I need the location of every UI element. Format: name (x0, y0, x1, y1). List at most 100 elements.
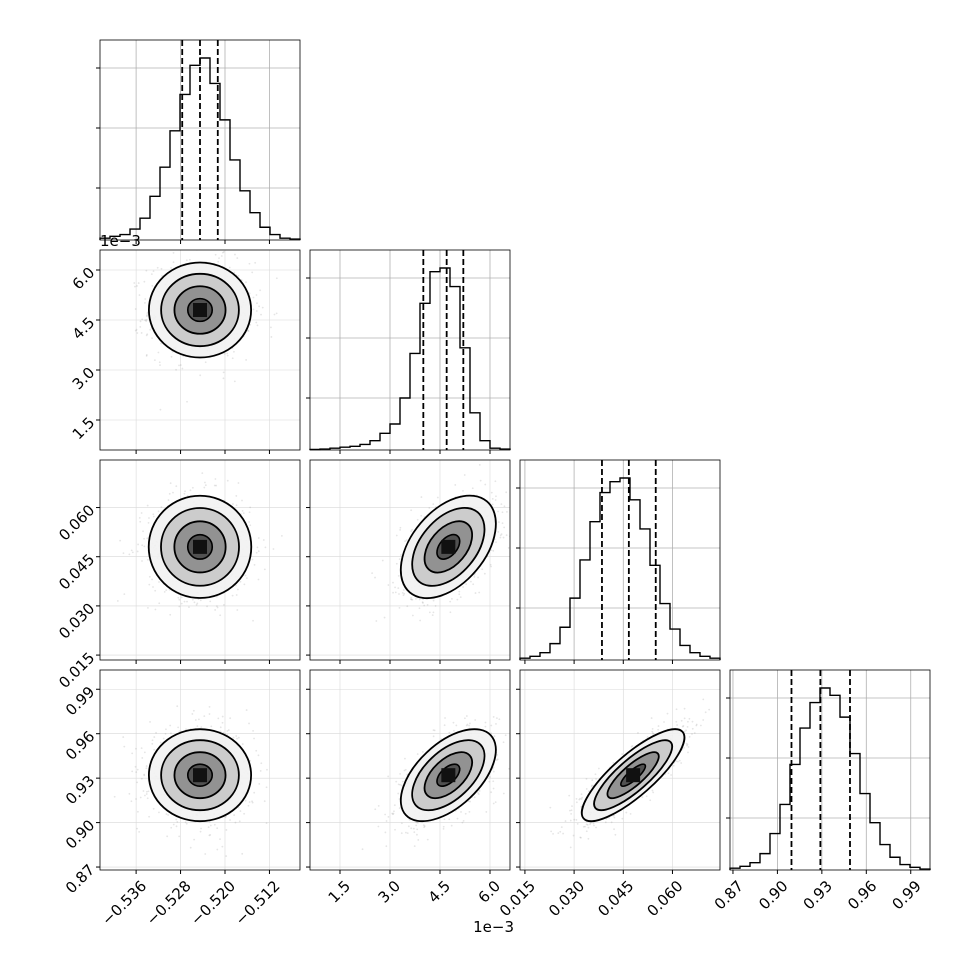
scatter-point (210, 725, 213, 728)
scatter-point (143, 751, 146, 754)
scatter-point (507, 547, 510, 549)
scatter-point (403, 592, 406, 595)
scatter-point (391, 812, 394, 815)
scatter-point (165, 589, 168, 592)
scatter-point (203, 715, 206, 718)
scatter-point (188, 258, 191, 261)
scatter-point (247, 330, 250, 333)
scatter-point (398, 807, 401, 810)
scatter-point (172, 491, 174, 494)
scatter-point (493, 735, 496, 738)
scatter-point (134, 285, 136, 288)
scatter-point (657, 725, 660, 727)
scatter-point (209, 824, 212, 827)
scatter-point (374, 576, 376, 579)
scatter-point (141, 560, 143, 562)
scatter-point (235, 594, 238, 596)
scatter-point (442, 827, 445, 830)
scatter-point (170, 732, 172, 735)
scatter-point (139, 520, 142, 523)
scatter-point (434, 605, 437, 607)
scatter-point (257, 578, 260, 581)
scatter-point (410, 598, 413, 601)
scatter-point (213, 823, 216, 826)
scatter-point (137, 282, 140, 284)
scatter-point (145, 315, 148, 318)
scatter-point (188, 606, 190, 609)
scatter-point (170, 266, 172, 269)
scatter-point (422, 824, 425, 827)
scatter-point (415, 597, 417, 600)
scatter-point (651, 727, 654, 730)
scatter-point (405, 539, 408, 541)
scatter-point (505, 534, 508, 537)
scatter-point (200, 726, 203, 729)
scatter-point (474, 592, 477, 594)
scatter-point (145, 767, 148, 770)
scatter-point (253, 791, 256, 794)
scatter-point (149, 328, 152, 331)
scatter-point (503, 526, 506, 529)
scatter-point (209, 834, 212, 836)
scatter-point (392, 581, 394, 584)
scatter-point (650, 717, 653, 719)
scatter-point (145, 790, 148, 793)
scatter-point (255, 294, 258, 296)
scatter-point (518, 726, 520, 728)
scatter-point (245, 359, 248, 361)
scatter-point (170, 826, 173, 829)
scatter-point (500, 503, 503, 506)
scatter-point (144, 794, 146, 797)
scatter-point (140, 747, 143, 750)
scatter-point (478, 591, 481, 594)
scatter-point (393, 810, 395, 813)
scatter-point (134, 329, 137, 332)
scatter-point (152, 513, 155, 516)
scatter-point (416, 828, 419, 831)
scatter-point (443, 818, 446, 821)
scatter-point (687, 720, 689, 723)
scatter-point (280, 534, 283, 537)
scatter-point (410, 827, 413, 830)
scatter-point (231, 357, 234, 360)
scatter-point (402, 589, 405, 591)
scatter-point (495, 717, 498, 720)
scatter-point (459, 596, 462, 599)
scatter-point (416, 833, 418, 836)
scatter-point (436, 496, 439, 499)
scatter-point (415, 821, 418, 824)
scatter-point (259, 770, 262, 772)
scatter-point (244, 799, 247, 802)
scatter-point (251, 800, 253, 803)
scatter-point (130, 800, 133, 803)
scatter-point (400, 832, 403, 835)
scatter-point (613, 816, 616, 819)
scatter-point (580, 836, 582, 839)
scatter-point (143, 545, 146, 548)
scatter-panel-3-1 (306, 669, 520, 874)
scatter-point (204, 481, 206, 484)
scatter-point (686, 744, 688, 747)
panel-content (310, 460, 515, 660)
scatter-point (411, 528, 414, 531)
scatter-point (449, 611, 452, 614)
scatter-point (164, 732, 167, 735)
scatter-point (513, 501, 515, 503)
scatter-point (236, 609, 239, 611)
scatter-point (401, 591, 404, 594)
scatter-point (116, 600, 119, 602)
scatter-point (167, 814, 170, 816)
scatter-point (206, 605, 208, 608)
scatter-point (234, 821, 237, 824)
scatter-point (260, 313, 262, 316)
scatter-point (253, 737, 255, 740)
scatter-point (490, 791, 493, 794)
scatter-point (204, 361, 207, 364)
scatter-point (387, 815, 390, 818)
scatter-point (217, 260, 220, 263)
scatter-point (113, 795, 116, 798)
scatter-point (392, 813, 394, 816)
panel-frame (309, 669, 511, 871)
scatter-point (680, 762, 683, 764)
scatter-point (413, 831, 416, 834)
